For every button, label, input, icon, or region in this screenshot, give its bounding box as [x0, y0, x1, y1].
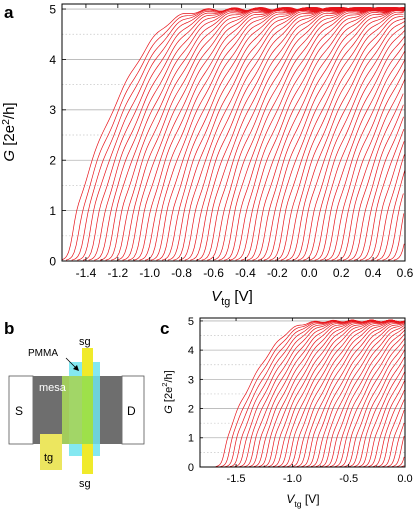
pmma-pointer-arrowhead [73, 365, 79, 371]
panel-a-label: a [4, 3, 14, 22]
x-tick-label: -1.0 [139, 266, 160, 280]
pmma-label: PMMA [28, 348, 58, 359]
svg-text:G [2e2/h]: G [2e2/h] [160, 370, 175, 413]
x-tick-label: -0.2 [267, 266, 288, 280]
x-tick-label: -1.4 [76, 266, 97, 280]
x-tick-label: -0.4 [235, 266, 256, 280]
y-tick-label: 0 [49, 254, 56, 268]
y-tick-label: 4 [49, 53, 56, 67]
svg-text:G [2e2/h]: G [2e2/h] [0, 102, 18, 161]
source-contact [8, 375, 34, 445]
x-tick-label: -1.5 [227, 473, 246, 485]
panel-a-frame [61, 3, 406, 262]
y-tick-label: 3 [188, 374, 194, 386]
y-tick-label: 2 [49, 154, 56, 168]
tg-label: tg [44, 452, 53, 464]
panel-c: c -1.5 -1.0 -0.5 0.0 0 1 2 3 4 5 G [2e2/h] Vtg [V… [160, 316, 413, 509]
panel-a-ticks: -1.4 -1.2 -1.0 -0.8 -0.6 -0.4 -0.2 0.0 0.2 0.4 0.6… [49, 2, 413, 280]
panel-a: a -1.4 -1.2 -1.0 -0.8 -0.6 -0.4 -0.2 0.0 0.2 0.4 0… [0, 2, 414, 308]
conductance-trace [200, 399, 405, 468]
y-tick-label: 4 [188, 345, 194, 357]
conductance-trace [62, 7, 405, 262]
x-tick-label: 0.0 [301, 266, 318, 280]
source-label: S [15, 404, 23, 418]
x-tick-label: 0.2 [333, 266, 350, 280]
conductance-trace [200, 344, 405, 468]
y-tick-label: 5 [188, 316, 194, 328]
panel-a-x-axis-label: Vtg [V] [211, 288, 253, 308]
conductance-trace [200, 356, 405, 468]
panel-c-y-axis-label: G [2e2/h] [160, 370, 175, 413]
panel-c-x-axis-label: Vtg [V] [286, 492, 319, 509]
top-gate-lead [40, 434, 62, 470]
x-tick-label: -1.0 [283, 473, 302, 485]
y-tick-label: 0 [188, 462, 194, 474]
panel-a-y-axis-label: G [2e2/h] [0, 102, 18, 161]
conductance-trace [62, 7, 405, 262]
drain-label: D [127, 404, 136, 418]
x-tick-label: -1.2 [107, 266, 128, 280]
panel-c-traces [200, 319, 405, 468]
sg-top-label: sg [79, 336, 91, 348]
mesa-label: mesa [39, 382, 67, 394]
conductance-trace [200, 410, 405, 468]
y-tick-label: 5 [49, 2, 56, 16]
gate-overlap [82, 376, 93, 444]
y-tick-label: 1 [49, 204, 56, 218]
panel-c-frame [199, 317, 406, 468]
y-tick-label: 2 [188, 404, 194, 416]
x-tick-label: 0.0 [397, 473, 412, 485]
x-tick-label: -0.8 [171, 266, 192, 280]
top-gate [62, 376, 82, 444]
x-tick-label: -0.6 [203, 266, 224, 280]
conductance-trace [62, 116, 404, 262]
panel-a-traces [62, 7, 405, 262]
panel-b: b PMMA sg sg mesa S D tg [4, 319, 145, 490]
sg-bottom-label: sg [79, 478, 91, 490]
panel-c-grid [200, 320, 405, 453]
y-tick-label: 1 [188, 433, 194, 445]
panel-c-ticks: -1.5 -1.0 -0.5 0.0 0 1 2 3 4 5 [188, 316, 413, 485]
y-tick-label: 3 [49, 103, 56, 117]
x-tick-label: 0.6 [397, 266, 414, 280]
panel-c-label: c [160, 319, 169, 338]
x-tick-label: -0.5 [339, 473, 358, 485]
panel-b-label: b [4, 319, 14, 338]
x-tick-label: 0.4 [365, 266, 382, 280]
